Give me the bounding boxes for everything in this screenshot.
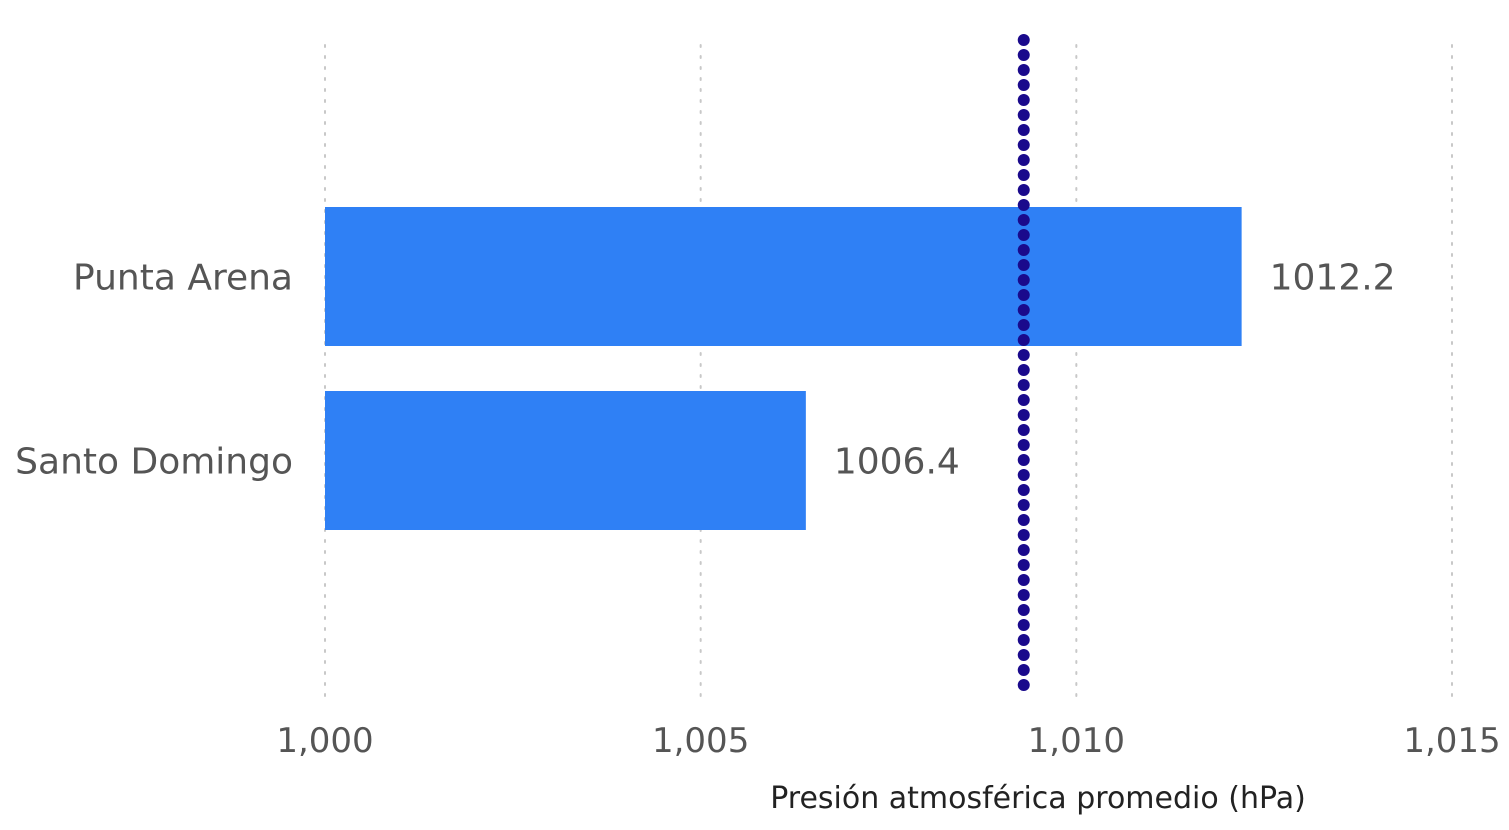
bar [325,391,806,530]
x-tick-label: 1,005 [652,721,749,761]
bar [325,207,1242,346]
category-label: Punta Arena [73,258,293,299]
bars [325,207,1242,530]
x-axis-title: Presión atmosférica promedio (hPa) [770,781,1306,816]
gridlines [324,44,1453,701]
x-tick-label: 1,015 [1403,721,1500,761]
category-label: Santo Domingo [15,442,293,483]
data-label: 1006.4 [834,442,960,483]
x-tick-label: 1,000 [276,721,373,761]
x-tick-label: 1,010 [1028,721,1125,761]
data-label: 1012.2 [1270,258,1396,299]
labels: 1,000 1,005 1,010 1,015 Punta Arena 1012.2 San… [15,258,1501,762]
